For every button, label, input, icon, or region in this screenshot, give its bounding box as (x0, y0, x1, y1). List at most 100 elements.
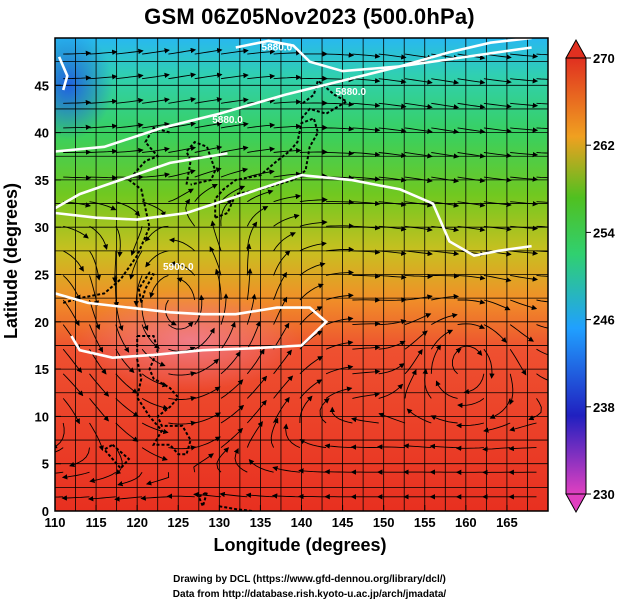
warm-core-blob (80, 290, 300, 390)
streamline (324, 469, 353, 475)
streamline (55, 422, 65, 449)
streamline (510, 250, 539, 256)
coastline (197, 490, 209, 510)
streamline (378, 176, 407, 183)
y-tick-label: 20 (35, 315, 49, 330)
contour-labels: 5880.0 5880.0 5880.0 5900.0 (163, 42, 367, 272)
streamline (168, 169, 196, 178)
streamline (483, 127, 512, 134)
streamline (510, 151, 539, 158)
colorbar-tick-label: 230 (593, 487, 615, 502)
streamline (457, 323, 486, 329)
streamline (457, 102, 486, 110)
y-tick-label: 5 (42, 457, 49, 472)
contour-label: 5880.0 (336, 87, 367, 98)
streamline (299, 395, 313, 424)
streamline (431, 127, 460, 135)
streamline (248, 459, 274, 473)
streamline (194, 121, 223, 129)
contour-label: 5880.0 (212, 115, 243, 126)
y-tick-label: 15 (35, 362, 49, 377)
streamline (324, 443, 353, 449)
streamline (352, 249, 381, 255)
streamline (378, 319, 407, 326)
x-tick-label: 150 (373, 515, 395, 530)
streamline (509, 324, 534, 342)
streamline (457, 345, 483, 356)
y-tick-label: 10 (35, 409, 49, 424)
streamline (350, 444, 379, 450)
streamline (194, 72, 223, 80)
streamline (176, 277, 196, 301)
streamline (326, 126, 355, 132)
streamline (352, 151, 381, 158)
x-tick-label: 155 (414, 515, 436, 530)
streamline (115, 348, 135, 374)
streamline (55, 496, 64, 498)
streamline (271, 493, 300, 499)
streamline (326, 199, 355, 205)
streamline (403, 443, 432, 449)
streamline (422, 368, 432, 399)
streamline (352, 391, 381, 399)
streamline (431, 250, 460, 257)
streamline (430, 415, 458, 424)
streamline (455, 445, 484, 451)
streamline (89, 299, 101, 330)
streamline (536, 274, 548, 277)
streamline (63, 50, 92, 56)
streamline (141, 348, 166, 367)
streamline (378, 363, 405, 375)
streamline (233, 447, 248, 473)
streamline (325, 292, 354, 301)
x-axis-ticks: 110 115 120 125 130 135 140 145 150 155 160 165 (45, 505, 518, 530)
streamline (149, 274, 169, 298)
streamline (352, 200, 381, 207)
streamline (299, 219, 328, 227)
streamline (220, 293, 229, 325)
plot-area: 5880.0 5880.0 5880.0 5900.0 (55, 38, 548, 511)
streamline (220, 145, 249, 153)
chart-title: GSM 06Z05Nov2023 (500.0hPa) (144, 4, 475, 29)
streamline (69, 447, 90, 468)
streamline (194, 294, 205, 325)
colorbar-bottom-arrow (565, 493, 587, 514)
streamline (457, 398, 485, 409)
streamline (61, 471, 90, 480)
colorbar-body (565, 57, 587, 495)
streamline (299, 197, 328, 203)
streamline (273, 99, 302, 105)
streamline (452, 348, 462, 375)
streamline (536, 102, 548, 105)
streamline (404, 348, 423, 375)
streamline (63, 124, 92, 130)
streamline (115, 97, 144, 104)
streamline (378, 53, 407, 60)
streamline (214, 268, 222, 300)
streamline (194, 47, 223, 55)
streamline (61, 495, 90, 501)
streamline (510, 102, 539, 109)
streamline (273, 250, 291, 276)
streamline (299, 241, 327, 252)
streamline (210, 220, 222, 251)
streamline (115, 226, 123, 258)
height-contour (55, 292, 329, 360)
streamline (219, 491, 248, 498)
streamline (429, 443, 458, 450)
streamline (62, 250, 84, 272)
streamline (89, 201, 117, 211)
streamline (351, 416, 379, 424)
streamline (352, 369, 381, 375)
streamline (273, 171, 302, 178)
streamline (326, 269, 354, 276)
streamline (89, 98, 118, 105)
streamline (246, 243, 252, 276)
streamline (55, 471, 64, 474)
streamline (377, 444, 406, 450)
streamline (194, 358, 220, 375)
streamline (457, 201, 486, 208)
streamline (510, 127, 539, 133)
streamline (483, 348, 495, 379)
